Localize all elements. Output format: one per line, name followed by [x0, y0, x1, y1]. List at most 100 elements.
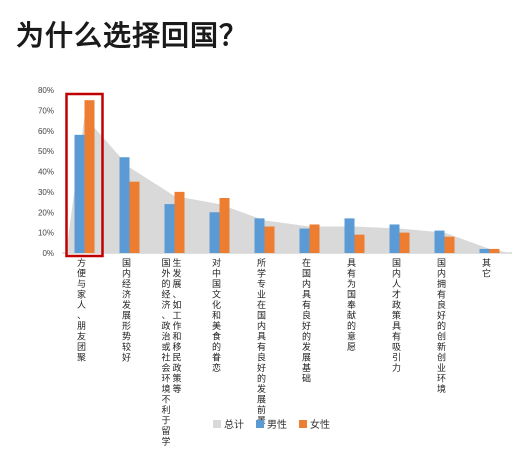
category-char: 具 [392, 321, 401, 332]
category-char: 国 [347, 290, 356, 301]
y-tick-label: 70% [38, 106, 54, 115]
category-char: 政 [172, 362, 181, 374]
category-char: 吸 [392, 342, 401, 353]
category-char: 具 [347, 258, 356, 269]
bar-female [84, 100, 95, 253]
bar-female [444, 236, 455, 253]
chart-legend: 总计 男性 女性 [213, 418, 330, 431]
bar-male [299, 228, 310, 253]
category-char: 对 [212, 257, 221, 269]
category-labels: 方便与家人、朋友团聚国内经济发展形势较好国外的经济、政治或社会环境不利于留学生发… [77, 257, 491, 448]
category-char: 良 [302, 310, 311, 322]
category-char: 良 [257, 352, 266, 364]
category-char: 与 [77, 279, 86, 290]
category-char: 有 [437, 289, 446, 301]
category-char: 工 [172, 312, 181, 322]
category-char: 国 [212, 279, 221, 290]
category-char: 移 [172, 341, 181, 353]
category-char: 于 [161, 416, 170, 427]
category-char: 力 [392, 362, 401, 374]
category-char: 家 [77, 289, 86, 301]
y-tick-label: 20% [38, 208, 54, 217]
category-char: 发 [302, 341, 311, 353]
category-char: 经 [122, 278, 131, 290]
category-char: 便 [77, 268, 86, 280]
bar-male [254, 218, 265, 253]
category-char: 境 [437, 383, 446, 395]
y-tick-label: 40% [38, 168, 54, 177]
bar-male [164, 204, 175, 253]
category-char: 生 [172, 257, 181, 269]
category-char: 国 [257, 311, 266, 322]
category-char: 展 [302, 353, 311, 364]
legend-swatch [213, 420, 221, 428]
y-tick-label: 30% [38, 188, 54, 197]
y-tick-label: 0% [42, 249, 54, 258]
category-char: 拥 [437, 278, 446, 290]
category-char: 内 [257, 320, 266, 332]
category-char: 境 [161, 383, 170, 395]
bar-male [119, 157, 130, 253]
category-char: 较 [122, 341, 131, 353]
y-tick-label: 10% [38, 229, 54, 238]
y-tick-label: 60% [38, 127, 54, 136]
category-char: 国 [302, 269, 311, 280]
category-char: 朋 [77, 321, 86, 332]
bar-male [344, 218, 355, 253]
category-char: 展 [172, 279, 181, 290]
category-char: 有 [392, 331, 401, 343]
bar-male [479, 248, 490, 253]
category-char: 引 [392, 353, 401, 364]
category-char: 作 [172, 320, 181, 332]
category-char: 业 [257, 290, 266, 301]
category-char: 如 [172, 299, 181, 311]
category-char: 留 [161, 425, 170, 437]
bar-male [74, 134, 85, 253]
category-char: 展 [122, 311, 131, 322]
category-char: 发 [257, 383, 266, 395]
category-char: 有 [302, 299, 311, 311]
category-char: 创 [437, 352, 446, 364]
category-char: 团 [77, 342, 86, 353]
category-char: 恋 [212, 362, 221, 374]
category-char: 眷 [212, 352, 221, 364]
category-char: 友 [77, 331, 86, 343]
bars [65, 92, 500, 258]
bar-female [129, 181, 140, 253]
category-char: 的 [257, 373, 266, 385]
category-char: 愿 [347, 342, 356, 353]
category-char: 会 [161, 362, 170, 374]
category-char: 和 [172, 332, 181, 343]
category-char: 济 [122, 289, 131, 301]
category-char: 国 [392, 258, 401, 269]
category-char: 化 [212, 299, 221, 311]
category-char: 国 [122, 258, 131, 269]
category-char: 在 [257, 299, 266, 311]
category-char: 献 [347, 310, 356, 322]
bar-male [209, 212, 220, 253]
category-char: 方 [77, 257, 86, 269]
category-char: 策 [392, 310, 401, 322]
category-char: 聚 [77, 353, 86, 364]
category-char: 政 [161, 320, 170, 332]
category-char: 新 [437, 341, 446, 353]
category-char: 环 [437, 374, 446, 385]
bar-female [354, 234, 365, 253]
category-char: 等 [172, 383, 181, 395]
y-tick-label: 80% [38, 86, 54, 95]
category-label: 所学专业在国内具有良好的发展前景 [257, 258, 266, 427]
category-char: 发 [172, 268, 181, 280]
category-char: 的 [347, 320, 356, 332]
category-char: 具 [302, 290, 311, 301]
category-char: 奉 [347, 299, 356, 311]
legend-label: 总计 [224, 418, 244, 431]
category-char: 的 [212, 341, 221, 353]
bar-female [309, 224, 320, 253]
category-char: 、 [161, 312, 170, 322]
category-char: 好 [437, 310, 446, 322]
category-char: 利 [161, 404, 170, 416]
